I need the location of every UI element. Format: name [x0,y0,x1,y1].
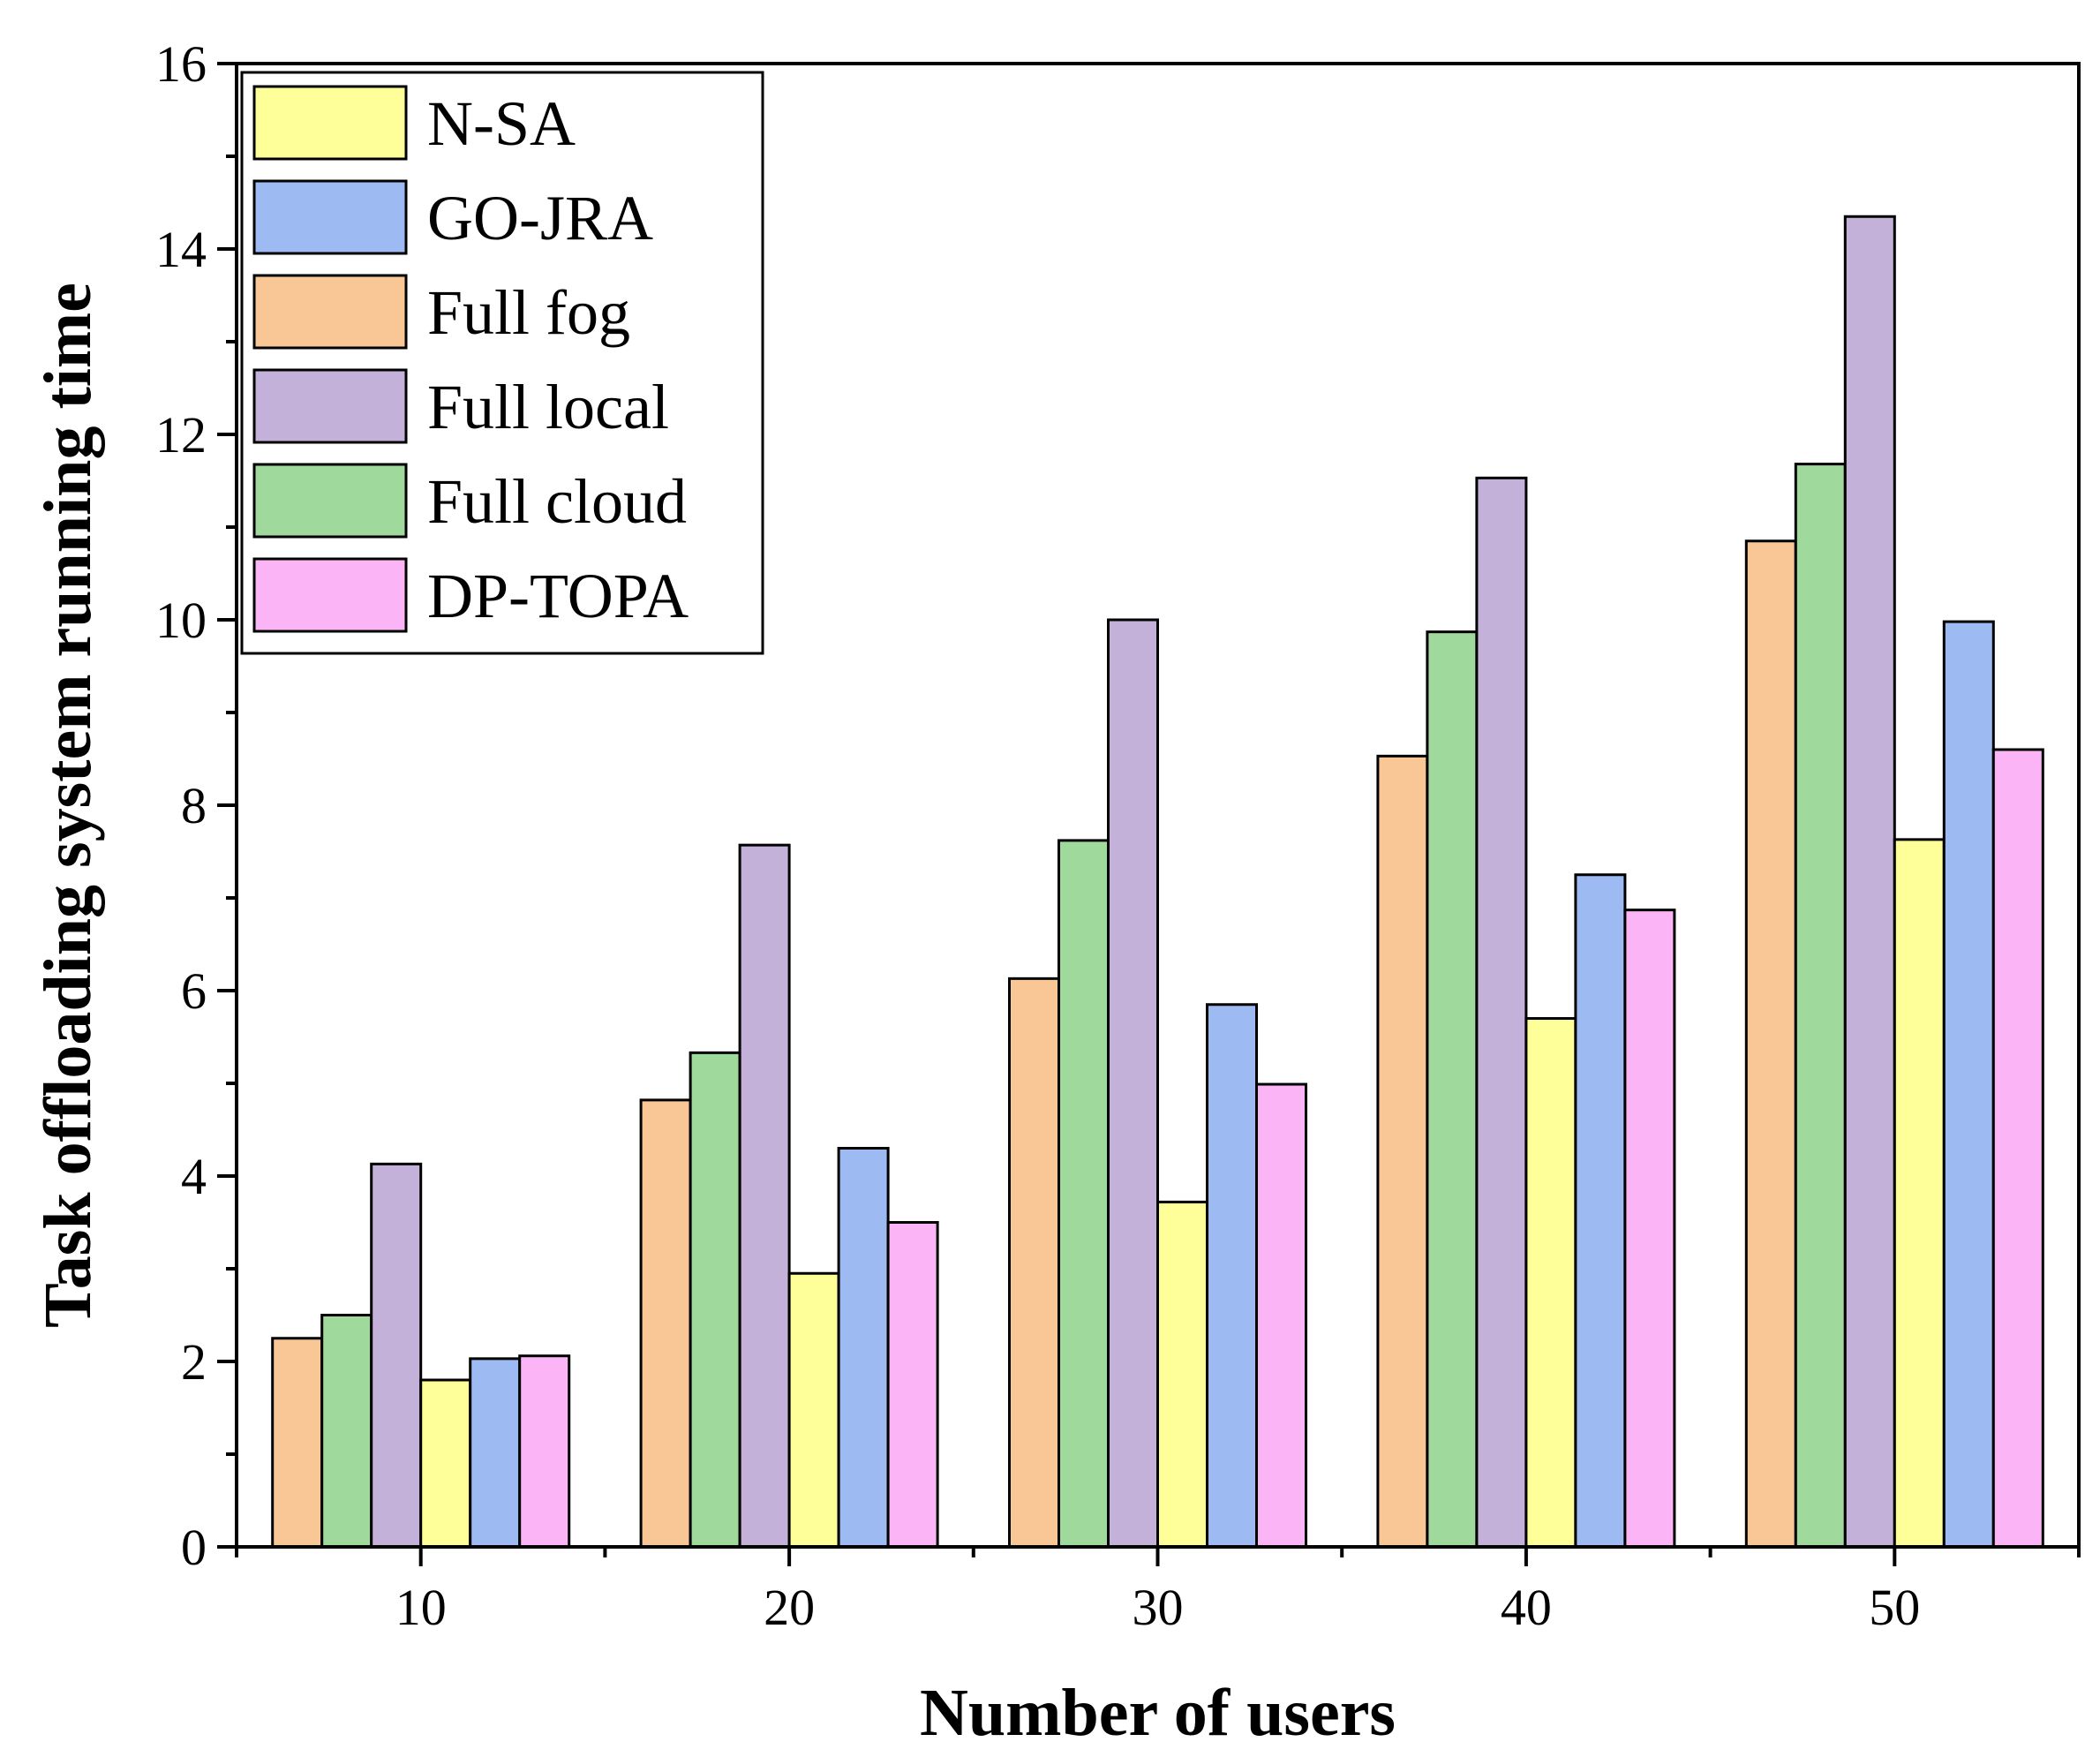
x-tick-label: 30 [1133,1579,1184,1636]
y-tick-label: 8 [181,777,207,834]
x-tick-label: 50 [1869,1579,1920,1636]
y-tick-label: 10 [155,592,207,649]
bar-full-local-40 [1475,476,1528,1549]
bar-full-fog-20 [639,1098,692,1549]
bar-full-local-50 [1843,215,1896,1549]
bar-full-fog-10 [271,1337,324,1549]
legend-swatch-dp-topa [252,557,408,633]
x-tick-label: 20 [764,1579,815,1636]
bar-n-sa-40 [1524,1017,1577,1549]
bar-dp-topa-10 [518,1354,571,1549]
bar-full-local-20 [738,843,791,1549]
legend-label-full-cloud: Full cloud [427,466,687,537]
bar-dp-topa-30 [1255,1082,1307,1549]
axes-layer: 0 2 4 6 8 10 12 14 16 10 20 30 40 50 [155,35,2081,1636]
bars-layer [271,215,2044,1549]
bar-n-sa-20 [787,1271,840,1549]
legend-label-n-sa: N-SA [427,88,576,159]
bar-full-cloud-50 [1794,463,1847,1549]
legend-swatch-full-local [252,368,408,444]
legend-swatch-full-fog [252,274,408,350]
legend-label-full-fog: Full fog [427,277,630,348]
bar-full-fog-30 [1008,977,1060,1549]
bar-go-jra-50 [1942,620,1995,1549]
x-axis-title: Number of users [920,1676,1396,1750]
bar-full-fog-40 [1376,754,1429,1549]
bar-dp-topa-20 [886,1221,939,1549]
x-tick-label: 10 [395,1579,447,1636]
bar-n-sa-30 [1156,1200,1208,1549]
y-axis-title: Task offloading system running time [31,283,105,1328]
bar-n-sa-50 [1893,838,1946,1549]
y-tick-label: 2 [181,1333,207,1391]
bar-full-cloud-10 [320,1314,373,1549]
bar-go-jra-20 [837,1147,890,1549]
legend-box [240,71,764,655]
bar-full-fog-50 [1744,539,1797,1549]
bar-dp-topa-50 [1991,748,2044,1549]
bar-full-cloud-20 [689,1051,741,1549]
bar-n-sa-10 [419,1378,472,1549]
legend-swatch-go-jra [252,179,408,255]
y-tick-label: 16 [155,35,207,93]
y-tick-label: 12 [155,406,207,464]
bar-full-local-30 [1107,618,1159,1549]
y-tick-label: 6 [181,962,207,1020]
legend: N-SA GO-JRA Full fog Full local Full cloud DP… [240,71,764,655]
y-tick-label: 14 [155,221,207,278]
y-tick-label: 4 [181,1148,207,1205]
bar-go-jra-30 [1206,1003,1258,1549]
legend-swatch-n-sa [252,85,408,161]
bar-dp-topa-40 [1623,909,1676,1549]
legend-label-full-local: Full local [427,372,669,442]
legend-swatch-full-cloud [252,463,408,539]
legend-label-dp-topa: DP-TOPA [427,561,689,631]
legend-label-go-jra: GO-JRA [427,183,653,253]
x-tick-label: 40 [1501,1579,1552,1636]
bar-full-cloud-30 [1058,839,1110,1549]
bar-full-local-10 [370,1162,423,1549]
bar-go-jra-10 [469,1357,522,1549]
bar-go-jra-40 [1574,873,1627,1549]
y-tick-label: 0 [181,1519,207,1576]
bar-full-cloud-40 [1426,630,1479,1549]
